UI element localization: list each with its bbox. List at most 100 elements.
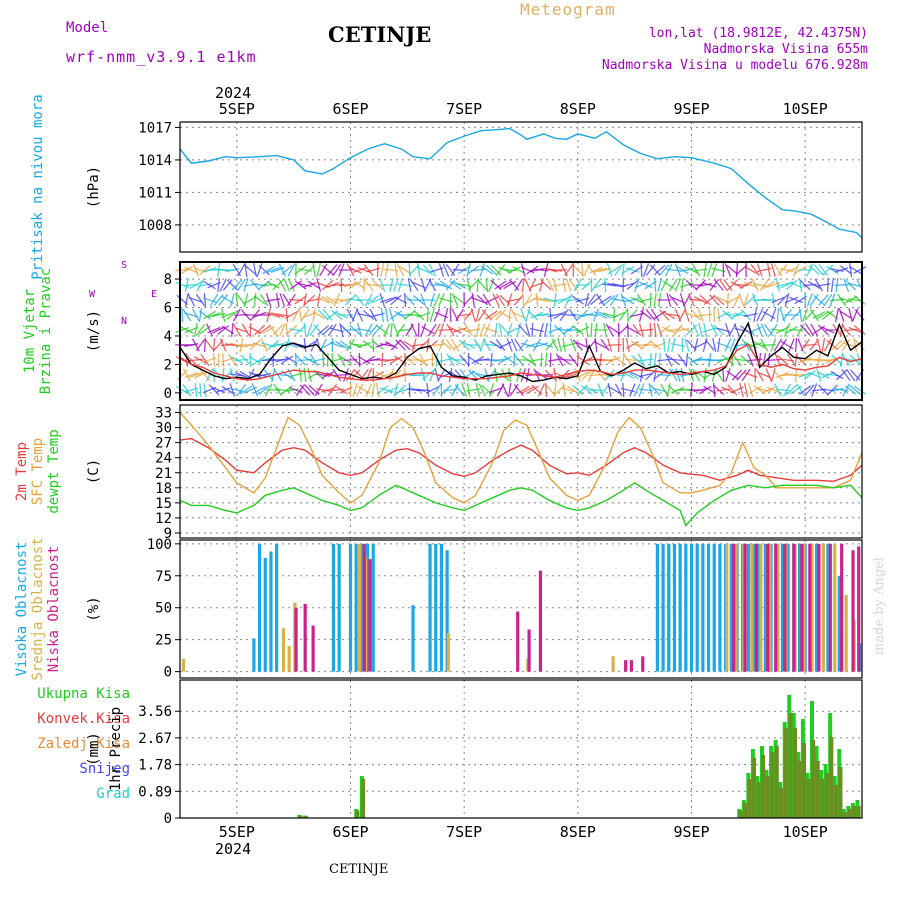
wind-direction-arrow: [738, 293, 745, 307]
wind-direction-arrow: [393, 383, 399, 397]
wind-direction-arrow: [810, 323, 819, 337]
wind-direction-arrow: [489, 387, 503, 393]
wind-direction-arrow: [626, 322, 629, 338]
wind-direction-arrow: [562, 277, 567, 293]
legend-freezing-rain: Zaledj.Kisa: [37, 736, 130, 752]
footer-station: CETINJE: [329, 862, 389, 877]
wind-direction-arrow: [420, 368, 426, 382]
wind-direction-arrow: [713, 324, 725, 336]
wind-direction-arrow: [640, 262, 643, 278]
wind-direction-arrow: [725, 368, 731, 382]
y-tick-label: 18: [155, 481, 172, 497]
wind-direction-arrow: [273, 383, 283, 397]
wind-direction-arrow: [814, 278, 823, 292]
wind-direction-arrow: [257, 325, 271, 335]
wind-direction-arrow: [844, 385, 857, 395]
wind-direction-arrow: [507, 326, 521, 334]
wind-direction-arrow: [175, 326, 190, 334]
wind-direction-arrow: [784, 266, 799, 274]
wind-direction-arrow: [380, 307, 384, 323]
wind-direction-arrow: [585, 322, 589, 338]
wind-direction-arrow: [826, 265, 839, 275]
wind-direction-arrow: [632, 323, 642, 337]
wind-direction-arrow: [322, 279, 334, 291]
wind-direction-arrow: [268, 323, 278, 337]
wind-direction-arrow: [794, 352, 798, 368]
bar-clouds-1: [821, 543, 826, 672]
wind-direction-arrow: [203, 292, 207, 308]
wind-direction-arrow: [598, 311, 612, 319]
wind-direction-arrow: [426, 307, 429, 323]
bar-clouds-0: [729, 543, 733, 672]
bar-clouds-2: [641, 656, 645, 672]
wind-direction-arrow: [539, 323, 544, 337]
wind-direction-arrow: [439, 280, 453, 290]
wind-direction-arrow: [475, 308, 481, 322]
wind-direction-arrow: [331, 352, 334, 368]
series-line-wind-1: [179, 343, 863, 381]
wind-direction-arrow: [576, 355, 589, 365]
wind-direction-arrow: [461, 383, 468, 397]
wind-direction-arrow: [280, 355, 294, 365]
wind-direction-arrow: [539, 297, 553, 303]
wind-direction-arrow: [525, 308, 531, 322]
wind-direction-arrow: [466, 382, 471, 398]
wind-direction-arrow: [653, 277, 657, 293]
wind-direction-arrow: [709, 279, 719, 291]
wind-direction-arrow: [841, 368, 851, 382]
bar-clouds-2: [766, 543, 770, 672]
wind-direction-arrow: [229, 293, 235, 307]
wind-direction-arrow: [625, 370, 639, 380]
wind-direction-arrow: [523, 293, 533, 307]
bar-clouds-0: [689, 543, 694, 672]
wind-direction-arrow: [572, 384, 584, 396]
wind-direction-arrow: [710, 323, 719, 337]
wind-direction-arrow: [509, 279, 520, 291]
wind-direction-arrow: [503, 280, 516, 290]
wind-direction-arrow: [212, 326, 226, 334]
wind-direction-arrow: [853, 295, 866, 305]
wind-direction-arrow: [263, 369, 274, 381]
wind-direction-arrow: [662, 326, 676, 334]
wind-direction-arrow: [506, 338, 513, 352]
wind-direction-arrow: [287, 278, 296, 292]
wind-direction-arrow: [317, 325, 330, 335]
wind-direction-arrow: [693, 338, 699, 352]
wind-direction-arrow: [663, 337, 666, 353]
bar-precip-1: [833, 785, 838, 818]
wind-direction-arrow: [649, 352, 652, 368]
wind-direction-arrow: [200, 353, 210, 367]
legend-convective-rain: Konvek.Kisa: [37, 711, 130, 727]
wind-direction-arrow: [299, 384, 311, 396]
wind-direction-arrow: [467, 279, 479, 291]
wind-direction-arrow: [445, 338, 456, 352]
wind-direction-arrow: [322, 352, 325, 368]
wind-direction-arrow: [564, 263, 574, 277]
wind-direction-arrow: [805, 323, 814, 337]
wind-direction-arrow: [572, 339, 583, 351]
wind-direction-arrow: [598, 295, 612, 305]
wind-direction-arrow: [656, 323, 663, 337]
wind-direction-arrow: [496, 293, 505, 307]
wind-direction-arrow: [568, 308, 578, 322]
wind-direction-arrow: [648, 383, 653, 397]
wind-direction-arrow: [407, 277, 412, 293]
wind-direction-arrow: [759, 279, 770, 291]
wind-direction-arrow: [220, 311, 235, 319]
wind-direction-arrow: [532, 338, 541, 352]
wind-direction-arrow: [796, 383, 805, 397]
wind-direction-arrow: [564, 293, 573, 307]
wind-direction-arrow: [408, 264, 420, 276]
wind-direction-arrow: [703, 262, 707, 278]
wind-direction-arrow: [770, 263, 776, 277]
wind-direction-arrow: [260, 338, 268, 352]
wind-direction-arrow: [586, 264, 597, 276]
wind-direction-arrow: [594, 337, 598, 353]
wind-direction-arrow: [534, 342, 549, 348]
wind-direction-arrow: [666, 382, 671, 398]
wind-direction-arrow: [225, 343, 240, 347]
bar-clouds-1: [181, 658, 186, 672]
wind-direction-arrow: [262, 265, 276, 275]
wind-direction-arrow: [540, 279, 552, 291]
